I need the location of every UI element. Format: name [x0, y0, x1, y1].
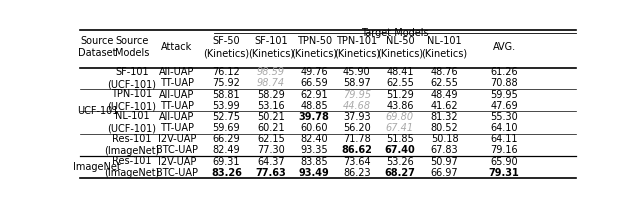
Text: 64.37: 64.37: [257, 157, 285, 167]
Text: 71.78: 71.78: [343, 134, 371, 144]
Text: 68.27: 68.27: [385, 168, 415, 178]
Text: 67.40: 67.40: [385, 145, 415, 155]
Text: 79.95: 79.95: [342, 90, 371, 100]
Text: Res-101
(ImageNet): Res-101 (ImageNet): [104, 156, 160, 178]
Text: 75.92: 75.92: [212, 78, 240, 88]
Text: NL-101
(UCF-101): NL-101 (UCF-101): [108, 111, 157, 134]
Text: 48.85: 48.85: [300, 101, 328, 111]
Text: 39.78: 39.78: [299, 112, 330, 122]
Text: 64.10: 64.10: [490, 123, 518, 133]
Text: 48.49: 48.49: [431, 90, 458, 100]
Text: SF-101
(Kinetics): SF-101 (Kinetics): [248, 36, 294, 59]
Text: 58.97: 58.97: [343, 78, 371, 88]
Text: UCF-101: UCF-101: [77, 106, 118, 116]
Text: 47.69: 47.69: [490, 101, 518, 111]
Text: 58.81: 58.81: [212, 90, 240, 100]
Text: 82.49: 82.49: [212, 145, 240, 155]
Text: 70.88: 70.88: [490, 78, 518, 88]
Text: 50.97: 50.97: [431, 157, 458, 167]
Text: 80.52: 80.52: [431, 123, 458, 133]
Text: 82.40: 82.40: [300, 134, 328, 144]
Text: 44.68: 44.68: [342, 101, 371, 111]
Text: 60.21: 60.21: [257, 123, 285, 133]
Text: I2V-UAP: I2V-UAP: [157, 157, 196, 167]
Text: 83.26: 83.26: [211, 168, 242, 178]
Text: 48.41: 48.41: [386, 67, 413, 77]
Text: 53.16: 53.16: [257, 101, 285, 111]
Text: 60.60: 60.60: [300, 123, 328, 133]
Text: 62.15: 62.15: [257, 134, 285, 144]
Text: Attack: Attack: [161, 42, 193, 52]
Text: Res-101
(ImageNet): Res-101 (ImageNet): [104, 134, 160, 156]
Text: NL-50
(Kinetics): NL-50 (Kinetics): [377, 36, 423, 59]
Text: TT-UAP: TT-UAP: [160, 78, 194, 88]
Text: BTC-UAP: BTC-UAP: [156, 145, 198, 155]
Text: 69.80: 69.80: [386, 112, 414, 122]
Text: Target Models: Target Models: [361, 28, 429, 38]
Text: Source
Models: Source Models: [115, 36, 149, 59]
Text: 59.69: 59.69: [212, 123, 240, 133]
Text: 69.31: 69.31: [212, 157, 240, 167]
Text: 93.49: 93.49: [299, 168, 330, 178]
Text: SF-101
(UCF-101): SF-101 (UCF-101): [108, 67, 157, 89]
Text: 48.76: 48.76: [431, 67, 458, 77]
Text: NL-101
(Kinetics): NL-101 (Kinetics): [422, 36, 468, 59]
Text: 62.55: 62.55: [386, 78, 414, 88]
Text: 67.83: 67.83: [431, 145, 458, 155]
Text: 53.26: 53.26: [386, 157, 414, 167]
Text: 56.20: 56.20: [343, 123, 371, 133]
Text: TT-UAP: TT-UAP: [160, 101, 194, 111]
Text: 66.29: 66.29: [212, 134, 240, 144]
Text: 37.93: 37.93: [343, 112, 371, 122]
Text: 66.59: 66.59: [300, 78, 328, 88]
Text: 66.97: 66.97: [431, 168, 458, 178]
Text: 83.85: 83.85: [300, 157, 328, 167]
Text: 52.75: 52.75: [212, 112, 241, 122]
Text: 45.90: 45.90: [343, 67, 371, 77]
Text: 98.59: 98.59: [257, 67, 285, 77]
Text: 61.26: 61.26: [490, 67, 518, 77]
Text: 65.90: 65.90: [490, 157, 518, 167]
Text: 43.86: 43.86: [386, 101, 413, 111]
Text: All-UAP: All-UAP: [159, 90, 195, 100]
Text: 58.29: 58.29: [257, 90, 285, 100]
Text: All-UAP: All-UAP: [159, 67, 195, 77]
Text: 86.62: 86.62: [341, 145, 372, 155]
Text: All-UAP: All-UAP: [159, 112, 195, 122]
Text: 50.18: 50.18: [431, 134, 458, 144]
Text: 73.64: 73.64: [343, 157, 371, 167]
Text: 81.32: 81.32: [431, 112, 458, 122]
Text: 59.95: 59.95: [490, 90, 518, 100]
Text: 79.31: 79.31: [489, 168, 520, 178]
Text: 76.12: 76.12: [212, 67, 240, 77]
Text: 64.11: 64.11: [490, 134, 518, 144]
Text: 41.62: 41.62: [431, 101, 458, 111]
Text: 51.29: 51.29: [386, 90, 414, 100]
Text: 98.74: 98.74: [257, 78, 285, 88]
Text: 77.63: 77.63: [255, 168, 286, 178]
Text: 55.30: 55.30: [490, 112, 518, 122]
Text: I2V-UAP: I2V-UAP: [157, 134, 196, 144]
Text: BTC-UAP: BTC-UAP: [156, 168, 198, 178]
Text: 67.41: 67.41: [386, 123, 414, 133]
Text: Source
Dataset: Source Dataset: [78, 36, 116, 59]
Text: 79.16: 79.16: [490, 145, 518, 155]
Text: TPN-50
(Kinetics): TPN-50 (Kinetics): [291, 36, 337, 59]
Text: 53.99: 53.99: [212, 101, 240, 111]
Text: ImageNet: ImageNet: [74, 162, 121, 172]
Text: 62.91: 62.91: [300, 90, 328, 100]
Text: 86.23: 86.23: [343, 168, 371, 178]
Text: 51.85: 51.85: [386, 134, 414, 144]
Text: AVG.: AVG.: [493, 42, 516, 52]
Text: 50.21: 50.21: [257, 112, 285, 122]
Text: TT-UAP: TT-UAP: [160, 123, 194, 133]
Text: 77.30: 77.30: [257, 145, 285, 155]
Text: 49.76: 49.76: [300, 67, 328, 77]
Text: TPN-101
(Kinetics): TPN-101 (Kinetics): [333, 36, 380, 59]
Text: 93.35: 93.35: [300, 145, 328, 155]
Text: SF-50
(Kinetics): SF-50 (Kinetics): [204, 36, 250, 59]
Text: 62.55: 62.55: [431, 78, 458, 88]
Text: TPN-101
(UCF-101): TPN-101 (UCF-101): [108, 89, 157, 111]
